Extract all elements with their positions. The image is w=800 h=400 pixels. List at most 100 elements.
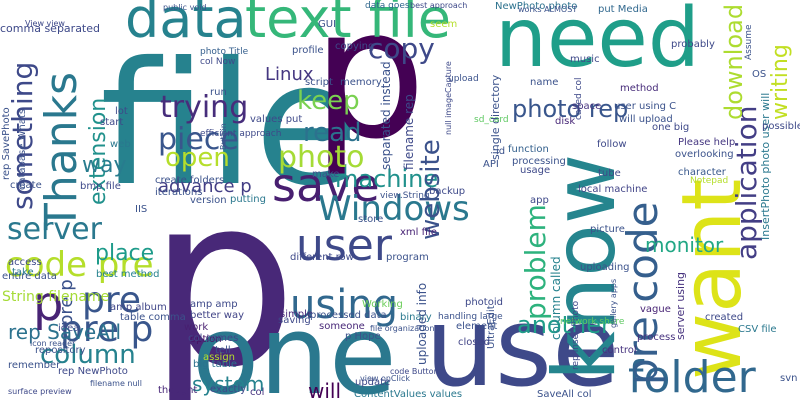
- word: will: [308, 379, 342, 400]
- word: photo: [278, 140, 365, 175]
- word: disk: [555, 116, 576, 127]
- word: someone: [319, 321, 365, 332]
- word: handling large: [438, 312, 503, 322]
- word: different row: [290, 252, 354, 263]
- word: values put: [250, 114, 303, 125]
- word: gallery apps: [609, 278, 618, 328]
- word: rep SaveAll: [8, 320, 122, 344]
- word: server: [7, 212, 102, 247]
- word: photo rep: [512, 95, 629, 123]
- word: save: [272, 158, 380, 212]
- word: probably: [671, 39, 715, 50]
- word: sd_card: [474, 115, 509, 125]
- word: String filename: [2, 289, 110, 305]
- word: putting: [230, 194, 266, 205]
- word: better way: [190, 310, 245, 321]
- word: view.String: [380, 191, 430, 201]
- word: col Now: [200, 57, 236, 67]
- word: uploading: [580, 262, 630, 273]
- word: work: [184, 322, 209, 333]
- word: advance p: [158, 176, 252, 197]
- word: data goes: [365, 1, 410, 11]
- word: surface preview: [8, 387, 72, 396]
- word: entire data: [2, 271, 57, 282]
- word: option: [190, 334, 222, 345]
- word: repository: [35, 345, 86, 356]
- word: code pre: [5, 245, 154, 285]
- word: created: [705, 312, 744, 323]
- word: file organization: [370, 324, 435, 333]
- word: Windows: [318, 189, 470, 229]
- word: filename rep: [402, 94, 416, 170]
- word: IIS: [135, 204, 148, 215]
- word: using: [290, 282, 399, 328]
- word: create: [10, 180, 42, 191]
- word: run: [210, 87, 227, 98]
- word: follow: [597, 139, 627, 150]
- word: user using C: [614, 101, 677, 112]
- word: View view: [25, 19, 65, 28]
- word: store: [358, 214, 384, 225]
- word: database Whats: [17, 108, 28, 190]
- word: InsertPhoto photo user will: [759, 92, 772, 240]
- word: music: [570, 54, 600, 65]
- word: place: [95, 241, 155, 266]
- word: thought: [158, 385, 198, 396]
- word: Assume: [744, 24, 754, 60]
- word: file: [100, 26, 359, 224]
- word: tube: [598, 168, 621, 179]
- word: lot: [115, 106, 128, 117]
- word: tell: [215, 345, 231, 356]
- word: program: [386, 252, 429, 263]
- word: network share: [560, 317, 625, 327]
- word: web: [110, 139, 131, 150]
- word: take: [12, 267, 34, 278]
- word: monitor: [645, 233, 724, 257]
- word: public void: [163, 3, 207, 12]
- word: Linux: [265, 64, 314, 85]
- word: p: [148, 146, 298, 400]
- word: app: [530, 195, 549, 206]
- word: ContentValues values: [354, 389, 463, 400]
- word: keep: [297, 86, 360, 116]
- word: seem: [430, 19, 458, 30]
- word: will upload: [619, 114, 673, 125]
- word: GUI: [318, 19, 337, 30]
- word: idea: [58, 323, 80, 334]
- word: separated instead: [379, 61, 393, 170]
- word: server using: [674, 271, 687, 340]
- word: CSV file: [738, 324, 777, 335]
- word: called col: [574, 77, 584, 120]
- word: another: [517, 311, 611, 339]
- word: remember: [8, 360, 61, 371]
- word: Notepad: [690, 176, 729, 186]
- word: folder: [628, 352, 756, 400]
- word: bmp file: [80, 181, 121, 192]
- word: method: [620, 83, 659, 94]
- word: big table: [193, 359, 237, 370]
- word: trying: [160, 90, 249, 125]
- word: copy: [368, 32, 435, 65]
- word: user: [296, 220, 392, 271]
- word: control: [602, 345, 637, 356]
- word: update: [355, 377, 391, 388]
- word: efficient approach: [200, 129, 282, 139]
- word: col: [250, 387, 265, 398]
- word: memory: [340, 77, 382, 88]
- word: column: [40, 340, 136, 370]
- word: Working: [362, 299, 403, 310]
- word: piece: [158, 122, 239, 157]
- word: amp album: [110, 302, 167, 313]
- word: extension: [86, 97, 111, 205]
- word: space: [572, 101, 602, 112]
- word: read: [303, 118, 362, 148]
- word: vague: [640, 304, 671, 315]
- word: Please help: [678, 137, 736, 148]
- word: upload: [448, 74, 479, 84]
- word: rep InsertPhoto: [571, 300, 581, 370]
- word: processing: [512, 156, 566, 167]
- word: col comes: [188, 333, 239, 344]
- word: text file: [245, 0, 451, 50]
- word: possible p: [762, 121, 800, 132]
